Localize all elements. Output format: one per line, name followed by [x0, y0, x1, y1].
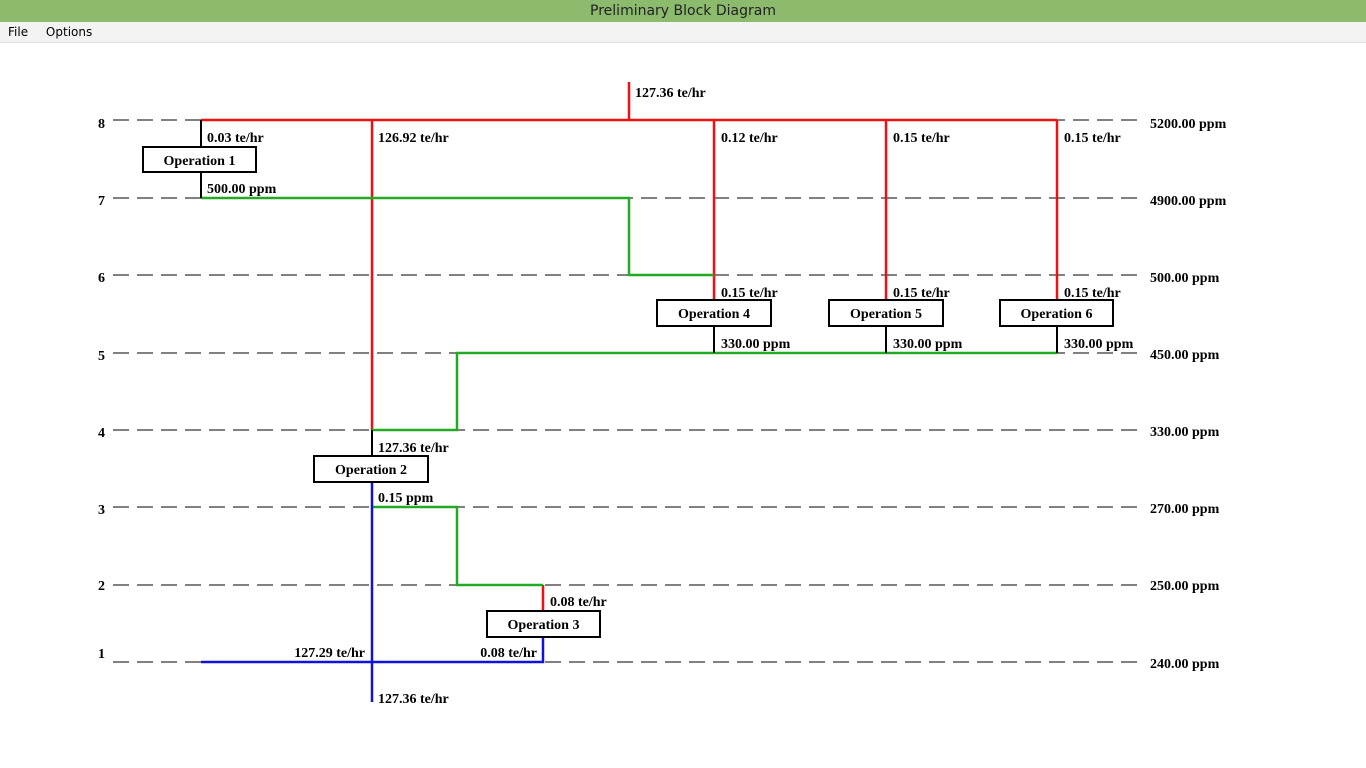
level-label: 1 [98, 647, 105, 662]
level-labels: 8 7 6 5 4 3 2 1 [98, 117, 105, 662]
operations: Operation 1 Operation 2 Operation 3 Oper… [142, 146, 1114, 638]
level-label: 6 [98, 271, 105, 286]
concentration-label: 450.00 ppm [1150, 348, 1220, 363]
operation-label: Operation 3 [508, 618, 580, 633]
menu-options[interactable]: Options [45, 25, 93, 39]
level-label: 7 [98, 194, 105, 209]
flow-label: 127.36 te/hr [378, 692, 449, 707]
flow-label: 126.92 te/hr [378, 131, 449, 146]
menu-file[interactable]: File [8, 25, 29, 39]
title-bar: Preliminary Block Diagram [0, 0, 1366, 22]
level-grid [113, 119, 1140, 663]
operation-label: Operation 6 [1021, 307, 1093, 322]
streams [200, 82, 1059, 702]
wastewater-stream [201, 482, 545, 702]
flow-label: 0.15 te/hr [721, 286, 778, 301]
flow-label: 330.00 ppm [1064, 337, 1134, 352]
flow-label: 0.15 te/hr [893, 131, 950, 146]
level-label: 4 [98, 426, 105, 441]
flow-label: 0.08 te/hr [550, 595, 607, 610]
menu-bar: File Options [0, 22, 1366, 43]
flow-label: 0.15 ppm [378, 491, 434, 506]
operation-label: Operation 5 [850, 307, 922, 322]
level-label: 8 [98, 117, 105, 132]
flow-label: 0.15 te/hr [1064, 286, 1121, 301]
level-label: 2 [98, 579, 105, 594]
concentration-label: 250.00 ppm [1150, 579, 1220, 594]
operation-label: Operation 2 [335, 463, 407, 478]
flow-label: 330.00 ppm [893, 337, 963, 352]
flow-label: 127.36 te/hr [635, 86, 706, 101]
flow-label: 0.15 te/hr [1064, 131, 1121, 146]
operation-box [486, 610, 601, 638]
level-label: 3 [98, 503, 105, 518]
concentration-label: 270.00 ppm [1150, 502, 1220, 517]
flow-labels: 127.36 te/hr 0.03 te/hr 126.92 te/hr 0.1… [207, 86, 1134, 707]
concentration-label: 5200.00 ppm [1150, 117, 1227, 132]
flow-label: 127.29 te/hr [294, 646, 365, 661]
flow-label: 0.12 te/hr [721, 131, 778, 146]
concentration-label: 240.00 ppm [1150, 657, 1220, 672]
block-diagram: 8 7 6 5 4 3 2 1 5200.00 ppm 4900.00 ppm … [98, 82, 1227, 707]
flow-label: 0.15 te/hr [893, 286, 950, 301]
operation-box [828, 299, 944, 327]
concentration-label: 330.00 ppm [1150, 425, 1220, 440]
operation-label: Operation 4 [678, 307, 750, 322]
flow-label: 0.03 te/hr [207, 131, 264, 146]
concentration-label: 500.00 ppm [1150, 271, 1220, 286]
operation-label: Operation 1 [164, 154, 236, 169]
flow-label: 0.08 te/hr [480, 646, 537, 661]
level-label: 5 [98, 349, 105, 364]
concentration-label: 4900.00 ppm [1150, 194, 1227, 209]
flow-label: 500.00 ppm [207, 182, 277, 197]
concentration-labels: 5200.00 ppm 4900.00 ppm 500.00 ppm 450.0… [1150, 117, 1227, 672]
operation-connector [200, 120, 1058, 456]
reuse-stream [201, 196, 1057, 587]
freshwater-stream [201, 82, 1059, 611]
flow-label: 330.00 ppm [721, 337, 791, 352]
flow-label: 127.36 te/hr [378, 441, 449, 456]
operation-box [142, 146, 257, 173]
operation-box [313, 455, 429, 483]
operation-box [999, 299, 1114, 327]
operation-box [656, 299, 772, 327]
